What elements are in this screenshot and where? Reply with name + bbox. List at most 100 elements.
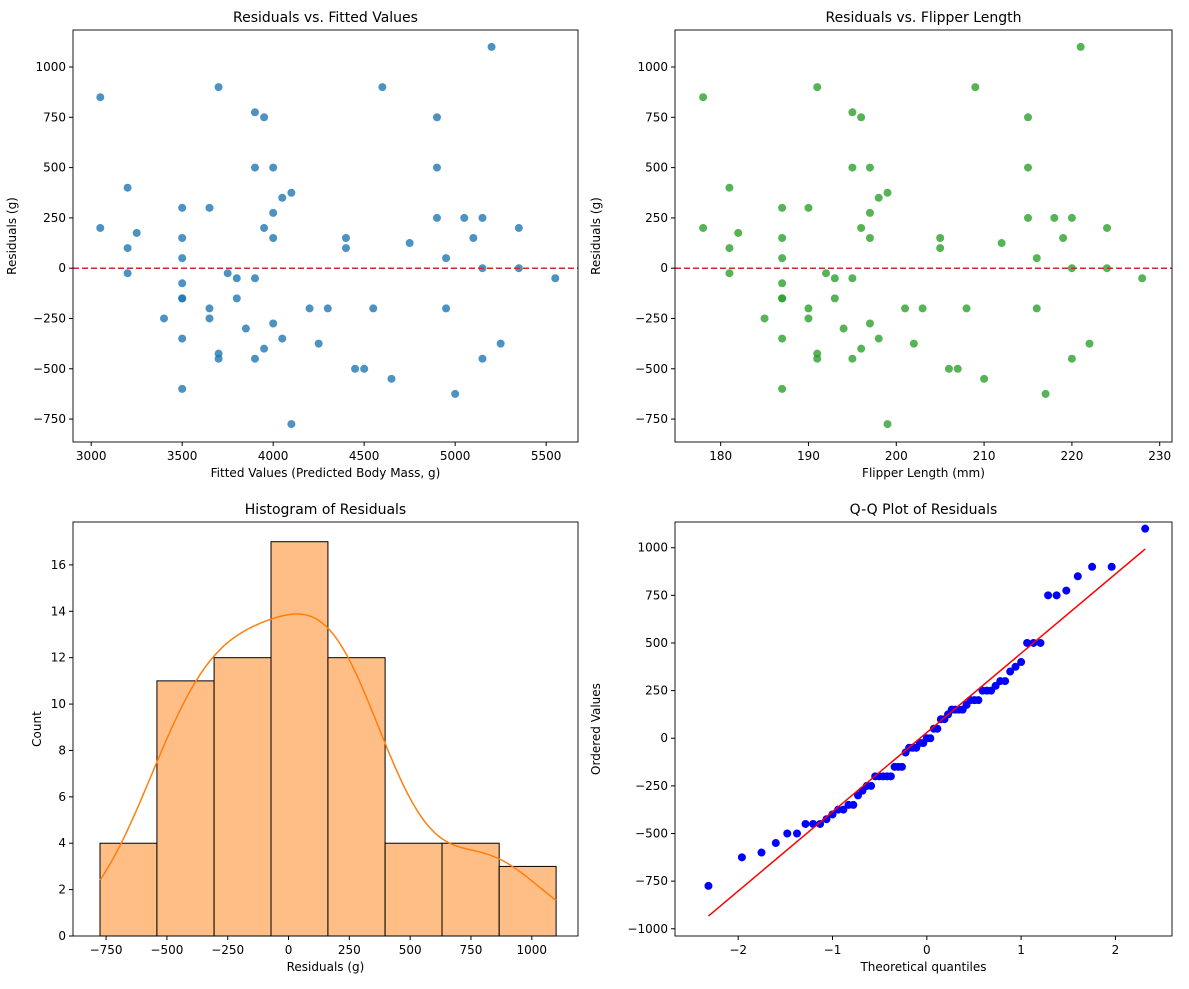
scatter-point (848, 274, 857, 283)
scatter-point (865, 319, 874, 328)
qq-point (816, 819, 825, 828)
scatter-point (96, 93, 105, 102)
qq-point (1107, 562, 1116, 571)
qq-point (1001, 677, 1010, 686)
scatter-point (178, 279, 187, 288)
scatter-point (813, 83, 822, 92)
x-tick-label: 750 (460, 943, 483, 957)
scatter-point (1041, 389, 1050, 398)
qq-point (792, 829, 801, 838)
qq-point (737, 853, 746, 862)
scatter-point (260, 344, 269, 353)
scatter-point (980, 374, 989, 383)
qq-point (1062, 586, 1071, 595)
y-axis-label: Ordered Values (589, 683, 603, 775)
scatter-point (123, 183, 132, 192)
x-tick-label: 5000 (440, 449, 471, 463)
qq-point (1017, 658, 1026, 667)
y-tick-label: 250 (43, 211, 66, 225)
axes-frame (72, 521, 579, 937)
histogram-bar (99, 842, 158, 937)
y-tick-label: −250 (33, 311, 66, 325)
histogram-bar (327, 657, 386, 937)
y-tick-label: 10 (51, 697, 66, 711)
scatter-point (760, 314, 769, 323)
x-tick-label: 220 (1060, 449, 1083, 463)
scatter-point (250, 108, 259, 117)
qq-point (1011, 662, 1020, 671)
scatter-point (778, 384, 787, 393)
subplot-qq: −2 −1 0 1 2 −1000 −750 −500 −250 0 250 500 750 1000 Q-… (589, 502, 1173, 974)
scatter-point (865, 234, 874, 243)
y-tick-label: −750 (635, 874, 668, 888)
scatter-point (178, 203, 187, 212)
y-tick-label: −1000 (627, 922, 668, 936)
scatter-point (857, 113, 866, 122)
scatter-point (725, 183, 734, 192)
y-tick-label: −500 (635, 827, 668, 841)
scatter-point (178, 384, 187, 393)
x-tick-label: 1 (1017, 943, 1025, 957)
scatter-point (857, 223, 866, 232)
scatter-point (232, 274, 241, 283)
y-tick-label: 0 (660, 731, 668, 745)
scatter-point (725, 244, 734, 253)
y-axis-label: Count (30, 711, 44, 747)
scatter-point (813, 354, 822, 363)
scatter-point (848, 163, 857, 172)
scatter-point (442, 304, 451, 313)
scatter-point (205, 314, 214, 323)
qq-point (926, 734, 935, 743)
x-tick-label: −250 (211, 943, 244, 957)
y-tick-label: −750 (635, 412, 668, 426)
y-tick-label: 16 (51, 558, 66, 572)
x-tick-label: 4500 (349, 449, 380, 463)
scatter-point (778, 234, 787, 243)
qq-point (1023, 638, 1032, 647)
qq-point (1088, 562, 1097, 571)
qq-fit-line (707, 548, 1146, 917)
y-tick-label: 500 (43, 161, 66, 175)
subplot-title: Histogram of Residuals (245, 502, 406, 518)
y-tick-label: −750 (33, 412, 66, 426)
scatter-point (778, 294, 787, 303)
x-tick-label: 2 (1112, 943, 1120, 957)
scatter-point (1085, 339, 1094, 348)
scatter-point (260, 223, 269, 232)
x-tick-label: 0 (923, 943, 931, 957)
scatter-point (804, 203, 813, 212)
scatter-point (305, 304, 314, 313)
scatter-point (953, 364, 962, 373)
x-tick-label: 1000 (517, 943, 548, 957)
subplot-flipper: 180 190 200 210 220 230 −750 −500 −250 0 250 500 750… (589, 10, 1173, 480)
x-tick-label: 200 (885, 449, 908, 463)
scatter-point (432, 213, 441, 222)
x-tick-label: 230 (1148, 449, 1171, 463)
qq-point (1006, 667, 1015, 676)
scatter-point (901, 304, 910, 313)
scatter-point (1103, 223, 1112, 232)
scatter-point (178, 234, 187, 243)
scatter-point (1059, 234, 1068, 243)
qq-point (828, 810, 837, 819)
subplot-title: Residuals vs. Flipper Length (825, 10, 1021, 26)
scatter-point (478, 213, 487, 222)
scatter-point (1138, 274, 1147, 283)
x-tick-label: 210 (973, 449, 996, 463)
histogram-bar (441, 842, 500, 937)
scatter-point (778, 203, 787, 212)
scatter-point (865, 163, 874, 172)
scatter-point (1032, 304, 1041, 313)
scatter-point (909, 339, 918, 348)
scatter-point (214, 83, 223, 92)
scatter-point (883, 188, 892, 197)
x-tick-label: 5500 (531, 449, 562, 463)
y-axis-label: Residuals (g) (5, 197, 19, 275)
histogram-bar (384, 842, 443, 937)
y-tick-label: 250 (645, 684, 668, 698)
scatter-point (96, 223, 105, 232)
axes-frame (72, 29, 579, 443)
qq-point (1036, 638, 1045, 647)
scatter-point (734, 228, 743, 237)
